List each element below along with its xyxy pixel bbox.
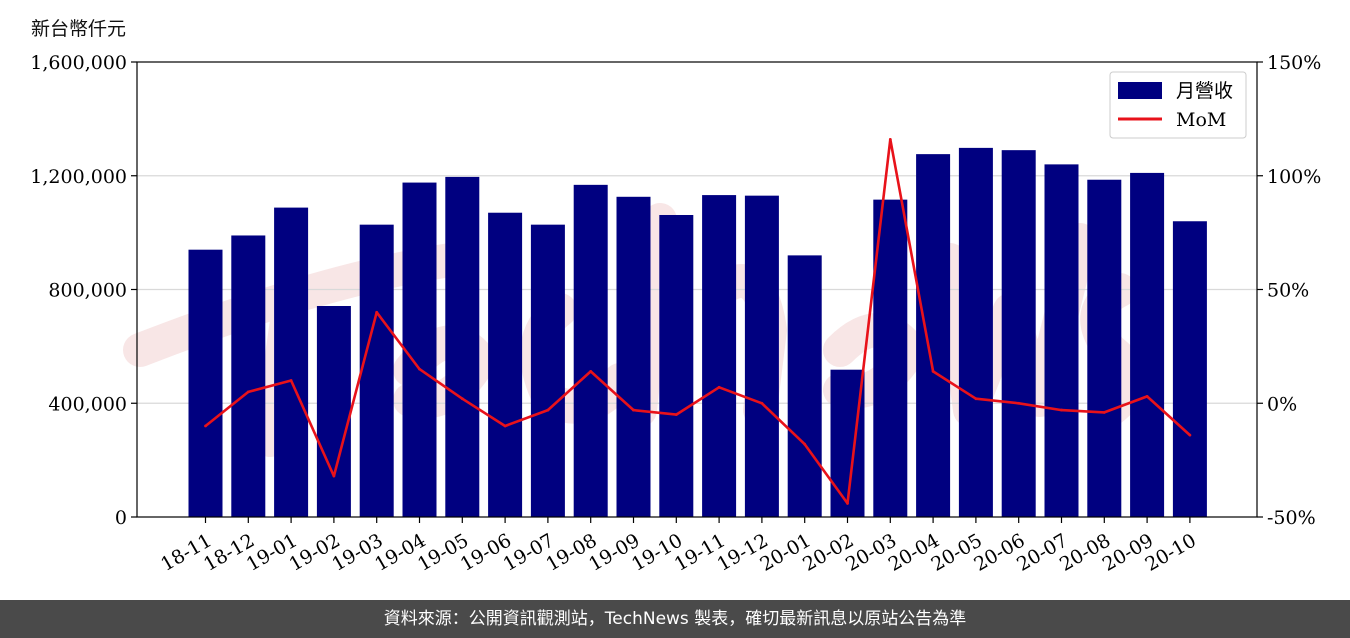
bar-20-05: [958, 147, 993, 517]
source-footer: 資料來源：公開資訊觀測站，TechNews 製表，確切最新訊息以原站公告為準: [0, 600, 1350, 638]
bar-20-01: [787, 255, 822, 517]
bar-19-03: [359, 224, 394, 517]
mom-point-19-09: [632, 408, 635, 412]
bar-19-05: [445, 176, 480, 517]
bar-19-09: [616, 196, 651, 517]
bar-19-04: [402, 182, 437, 517]
mom-point-19-01: [289, 379, 293, 382]
mom-point-19-10: [674, 413, 678, 417]
y-axis-unit-label: 新台幣仟元: [31, 18, 127, 40]
left-tick-label: 1,600,000: [30, 52, 127, 74]
right-tick-label: -50%: [1267, 507, 1316, 529]
right-tick-label: 50%: [1267, 280, 1309, 302]
right-tick-label: 150%: [1267, 52, 1321, 74]
right-tick-label: 0%: [1267, 393, 1297, 415]
mom-point-19-11: [717, 385, 721, 389]
left-tick-label: 800,000: [48, 280, 127, 302]
legend-line-label: MoM: [1176, 109, 1226, 131]
mom-point-19-12: [760, 401, 764, 405]
bar-19-12: [744, 195, 779, 517]
bar-19-11: [702, 195, 737, 517]
mom-point-20-04: [931, 370, 935, 373]
legend-bar-label: 月營收: [1176, 80, 1233, 102]
bar-series: [188, 147, 1207, 517]
x-tick-label: 20-10: [1142, 529, 1200, 575]
mom-point-19-03: [375, 310, 379, 314]
mom-point-20-01: [803, 442, 807, 446]
mom-point-20-02: [846, 501, 849, 505]
bar-19-01: [274, 207, 309, 517]
mom-point-19-05: [460, 397, 464, 401]
bar-19-02: [316, 305, 351, 517]
mom-line-series: [204, 137, 1192, 505]
revenue-chart: 0 400,000 800,000 1,200,000 1,600,000 -50% 0% 5…: [30, 52, 1321, 576]
bar-20-04: [916, 154, 951, 517]
mom-point-20-03: [888, 137, 892, 141]
left-tick-label: 0: [115, 507, 127, 529]
bar-20-10: [1172, 221, 1207, 517]
mom-point-19-04: [418, 367, 421, 371]
mom-point-19-07: [546, 408, 550, 412]
bar-19-08: [573, 184, 608, 517]
bar-19-07: [530, 224, 565, 517]
bar-19-06: [488, 212, 523, 517]
bar-18-11: [188, 249, 223, 517]
legend: 月營收 MoM: [1109, 71, 1247, 139]
mom-point-20-08: [1102, 410, 1106, 414]
mom-point-20-10: [1188, 433, 1192, 437]
bar-20-06: [1001, 150, 1036, 517]
mom-point-20-06: [1017, 401, 1021, 405]
mom-point-18-12: [246, 390, 250, 394]
mom-point-19-06: [503, 424, 507, 428]
right-tick-label: 100%: [1267, 166, 1321, 188]
mom-point-19-02: [332, 474, 336, 478]
mom-point-20-07: [1060, 408, 1063, 412]
mom-point-18-11: [204, 424, 207, 428]
left-tick-label: 400,000: [48, 393, 127, 415]
bar-20-09: [1130, 172, 1165, 517]
bar-19-10: [659, 214, 694, 517]
mom-line: [204, 138, 1191, 505]
bar-18-12: [231, 235, 266, 517]
bar-20-07: [1044, 164, 1079, 517]
mom-point-19-08: [589, 370, 593, 373]
mom-point-20-09: [1145, 395, 1149, 398]
mom-point-20-05: [974, 397, 978, 401]
bar-20-03: [873, 199, 908, 517]
left-tick-label: 1,200,000: [30, 166, 127, 188]
bar-20-08: [1087, 179, 1122, 517]
legend-bar-swatch: [1118, 82, 1162, 99]
